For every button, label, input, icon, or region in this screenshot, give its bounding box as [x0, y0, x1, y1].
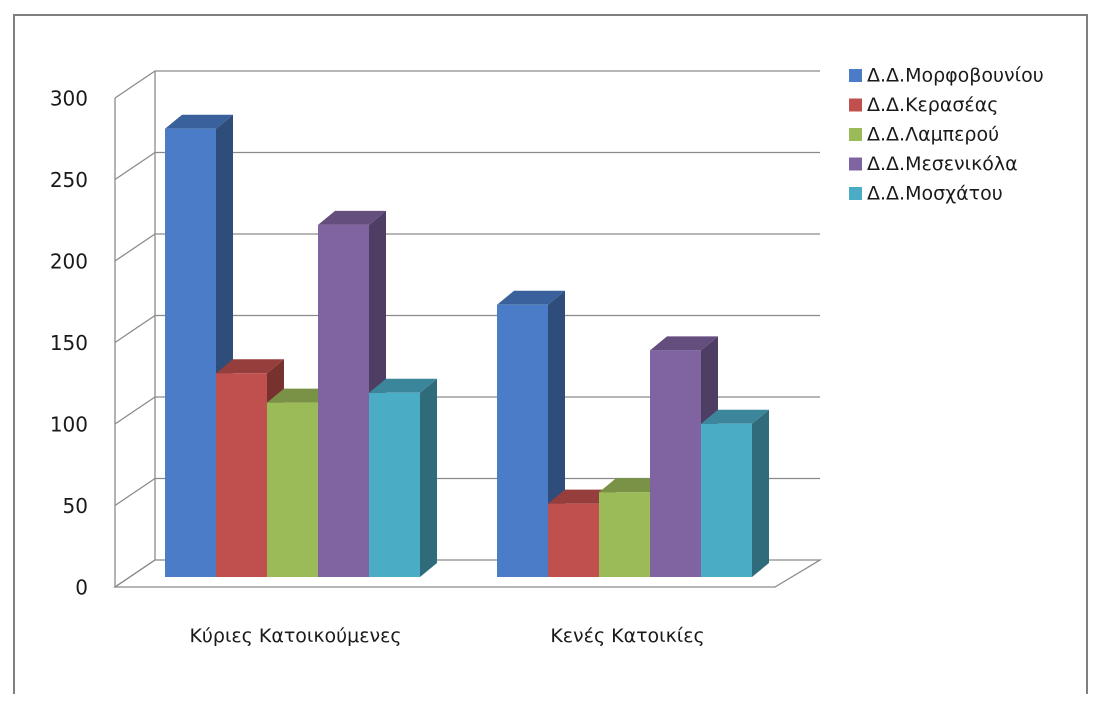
- legend-label: Δ.Δ.Λαμπερού: [867, 124, 999, 146]
- wall-gridline: [114, 233, 156, 262]
- bar-side: [420, 378, 437, 577]
- bar-front: [318, 224, 369, 578]
- legend-label: Δ.Δ.Μορφοβουνίου: [867, 65, 1044, 87]
- legend-swatch: [849, 69, 862, 82]
- legend-label: Δ.Δ.Μεσενικόλα: [867, 153, 1018, 175]
- bar-front: [599, 492, 650, 577]
- bar-front: [267, 402, 318, 577]
- wall-gridline: [114, 70, 156, 99]
- x-category-label: Κενές Κατοικίες: [550, 625, 704, 647]
- wall-gridline: [114, 396, 156, 425]
- bar-top: [318, 210, 386, 225]
- legend: Δ.Δ.Μορφοβουνίου Δ.Δ.Κερασέας Δ.Δ.Λαμπερού…: [849, 65, 1044, 205]
- bar-top: [701, 409, 769, 424]
- x-category-label: Κύριες Κατοικούμενες: [189, 625, 401, 647]
- legend-swatch: [849, 187, 862, 200]
- bar-top: [497, 290, 565, 305]
- bar-top: [650, 336, 718, 351]
- y-tick-label: 200: [50, 250, 88, 274]
- bar-front: [497, 304, 548, 577]
- bar-front: [369, 392, 420, 577]
- bar-front: [216, 373, 267, 577]
- wall-gridline: [114, 151, 156, 181]
- legend-swatch: [849, 98, 862, 112]
- wall-gridline: [114, 314, 156, 344]
- y-tick-label: 250: [50, 168, 88, 192]
- bar-top: [369, 378, 437, 393]
- legend-swatch: [849, 128, 862, 141]
- bar: [369, 378, 437, 577]
- legend-label: Δ.Δ.Μοσχάτου: [867, 183, 1003, 205]
- bar-side: [752, 409, 769, 577]
- bar-top: [165, 114, 233, 129]
- wall-gridline: [114, 477, 156, 507]
- bar-front: [650, 350, 701, 577]
- bar-front: [165, 128, 216, 577]
- bar-top: [216, 359, 284, 374]
- legend-swatch: [849, 157, 862, 171]
- y-tick-label: 150: [50, 331, 88, 355]
- bar-front: [548, 503, 599, 577]
- y-tick-label: 300: [50, 87, 88, 111]
- y-tick-label: 100: [50, 413, 88, 437]
- y-tick-label: 0: [75, 576, 88, 600]
- bar: [701, 409, 769, 577]
- chart-floor: [112, 559, 823, 588]
- y-tick-label: 50: [63, 494, 88, 518]
- bar-front: [701, 423, 752, 577]
- legend-label: Δ.Δ.Κερασέας: [867, 94, 998, 116]
